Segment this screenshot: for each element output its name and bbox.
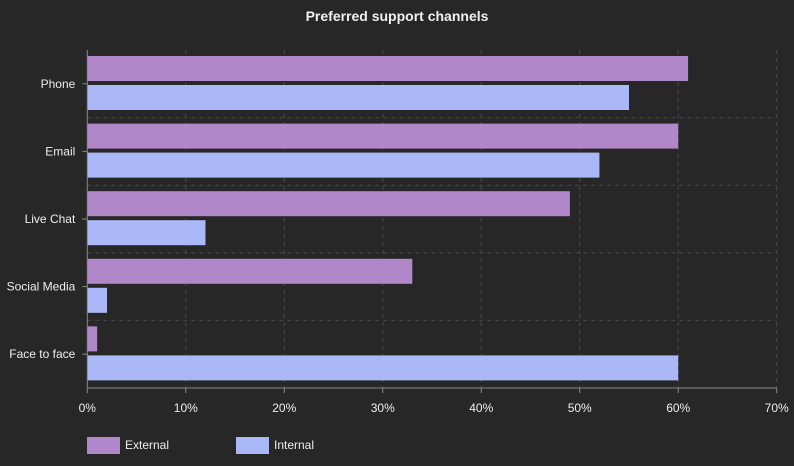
y-tick-label: Email: [45, 144, 75, 158]
bar-internal-social-media: [87, 287, 107, 313]
x-tick-label: 0%: [79, 401, 97, 415]
legend-item-external[interactable]: External: [87, 436, 169, 454]
bar-external-face-to-face: [87, 326, 98, 352]
bar-external-email: [87, 123, 679, 149]
y-tick-label: Phone: [41, 77, 76, 91]
x-tick-label: 20%: [272, 401, 296, 415]
y-tick-label: Face to face: [9, 347, 75, 361]
x-tick-label: 50%: [568, 401, 592, 415]
bar-internal-email: [87, 152, 600, 178]
bar-external-social-media: [87, 258, 413, 284]
y-tick-label: Social Media: [7, 280, 76, 294]
bar-internal-phone: [87, 85, 629, 110]
x-tick-label: 70%: [765, 401, 789, 415]
legend-label-external: External: [125, 438, 170, 452]
legend-item-internal[interactable]: Internal: [236, 436, 314, 454]
legend-label-internal: Internal: [274, 438, 315, 452]
bar-external-phone: [87, 56, 689, 81]
bar-external-live-chat: [87, 191, 570, 217]
bar-internal-live-chat: [87, 220, 206, 246]
legend-swatch-external: [87, 436, 120, 454]
x-tick-label: 60%: [666, 401, 690, 415]
x-tick-label: 40%: [469, 401, 493, 415]
legend-swatch-internal: [236, 436, 269, 454]
x-tick-label: 10%: [174, 401, 198, 415]
bar-internal-face-to-face: [87, 355, 679, 381]
x-tick-label: 30%: [371, 401, 395, 415]
y-tick-label: Live Chat: [25, 212, 76, 226]
chart-title: Preferred support channels: [305, 8, 489, 24]
